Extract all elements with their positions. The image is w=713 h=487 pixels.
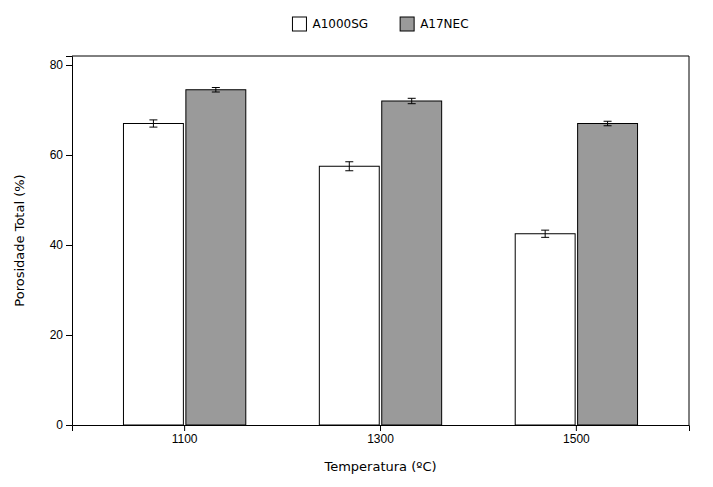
error-bar [408, 98, 416, 103]
y-tick-mark [66, 425, 72, 426]
x-tick-mark [184, 425, 185, 431]
error-bar-stem [607, 121, 608, 126]
x-tick-label: 1100 [172, 432, 198, 446]
y-tick: 60 [50, 148, 72, 162]
y-tick-label: 60 [50, 148, 64, 162]
x-tick-mark [576, 425, 577, 431]
bar [382, 101, 442, 425]
frame-top [72, 56, 689, 57]
error-bar-stem [349, 162, 350, 171]
error-bar-cap [408, 103, 416, 104]
x-tick-label: 1300 [367, 432, 394, 446]
error-bar-cap [149, 127, 157, 128]
y-tick-label: 80 [50, 58, 64, 72]
y-tick: 40 [50, 238, 72, 252]
error-bar-cap [149, 119, 157, 120]
legend-item: A17NEC [400, 17, 468, 31]
error-bar-stem [215, 88, 216, 93]
bar [515, 234, 575, 425]
x-axis-title: Temperatura (ºC) [323, 459, 436, 474]
x-tick-mark [380, 425, 381, 431]
bar [578, 124, 638, 426]
error-bar [345, 162, 353, 171]
bar [123, 124, 183, 426]
y-tick-label: 20 [50, 328, 64, 342]
legend-label: A17NEC [420, 17, 468, 31]
plot: 0 20 40 60 80 1100 1300 1500 [50, 56, 690, 446]
x-axis-line [73, 426, 690, 432]
error-bar [604, 121, 612, 126]
x-tick: 1100 [172, 425, 198, 446]
y-tick: 20 [50, 328, 72, 342]
y-tick-mark [66, 155, 72, 156]
error-bar-cap [345, 170, 353, 171]
error-bar [212, 88, 220, 93]
y-tick: 80 [50, 58, 72, 72]
error-bar [541, 230, 549, 237]
y-tick-mark [66, 245, 72, 246]
legend-swatch [400, 17, 414, 31]
y-tick-mark [66, 335, 72, 336]
error-bar-cap [212, 92, 220, 93]
error-bar-cap [408, 98, 416, 99]
y-tick-mark [66, 65, 72, 66]
frame-right [689, 56, 690, 425]
error-bar-cap [212, 87, 220, 88]
error-bar-stem [153, 120, 154, 127]
x-axis: 1100 1300 1500 [73, 425, 690, 446]
legend-item: A1000SG [292, 17, 368, 31]
error-bar-stem [545, 230, 546, 237]
y-axis-line [66, 57, 73, 426]
y-axis: 0 20 40 60 80 [50, 57, 73, 433]
x-tick: 1300 [367, 425, 394, 446]
marks [123, 88, 637, 426]
y-tick-label: 0 [56, 418, 63, 432]
error-bar-cap [541, 237, 549, 238]
error-bar-cap [604, 121, 612, 122]
legend: A1000SG A17NEC [292, 17, 468, 31]
bar [186, 90, 246, 425]
y-tick-label: 40 [50, 238, 64, 252]
error-bar-stem [411, 98, 412, 103]
y-tick: 0 [56, 418, 72, 432]
x-tick-label: 1500 [563, 432, 590, 446]
y-axis-title: Porosidade Total (%) [12, 174, 27, 306]
error-bar-cap [604, 125, 612, 126]
error-bar-cap [345, 161, 353, 162]
legend-swatch [292, 17, 306, 31]
x-tick: 1500 [563, 425, 590, 446]
error-bar-cap [541, 230, 549, 231]
error-bar [149, 120, 157, 127]
chart: 0 20 40 60 80 1100 1300 1500 Temperatura (ºC) Por… [0, 0, 713, 487]
bar [319, 166, 379, 425]
legend-label: A1000SG [312, 17, 368, 31]
